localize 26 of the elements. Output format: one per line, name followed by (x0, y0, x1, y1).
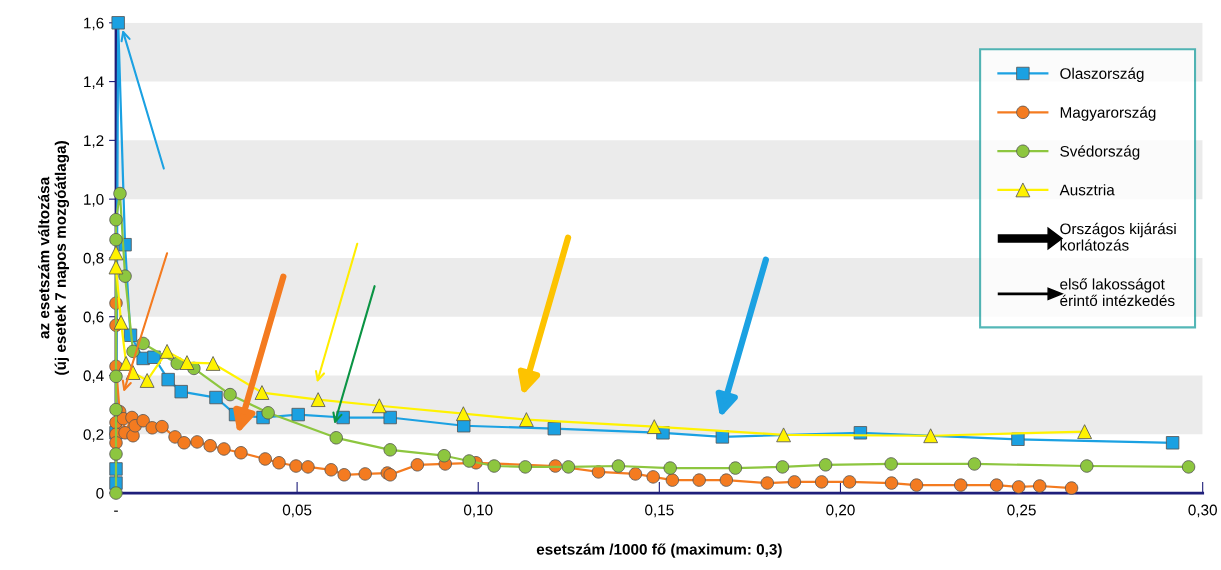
legend-label: Olaszország (1060, 67, 1144, 82)
y-tick-label: 0,2 (83, 429, 104, 442)
x-tick-label: 0,20 (826, 504, 855, 518)
legend-label: Svédország (1060, 145, 1140, 160)
point (646, 419, 662, 434)
y-axis-title: az esetszám változása (új esetek 7 napos mozgóátlaga) (38, 141, 70, 375)
x-tick-label: 0,10 (463, 504, 493, 518)
y-tick-label: 1,6 (84, 17, 104, 31)
y-tick-label: 1,0 (84, 194, 104, 207)
y-tick-label: 1,4 (84, 76, 104, 90)
x-tick-label: 0,25 (1007, 504, 1036, 518)
x-tick-label: 0,15 (645, 504, 674, 518)
legend-label: Magyarország (1060, 106, 1156, 121)
y-tick-label: 1,2 (84, 135, 104, 148)
x-tick-label: 0,05 (282, 504, 312, 518)
y-tick-label: 0,4 (83, 370, 104, 383)
x-tick-label: - (114, 510, 118, 512)
x-axis-title: esetszám /1000 fő (maximum: 0,3) (536, 543, 782, 558)
x-tick-label: 0,30 (1188, 504, 1217, 518)
point (310, 392, 326, 407)
y-tick-label: 0,8 (83, 252, 104, 266)
y-tick-label: 0,6 (83, 311, 104, 325)
annotation: első lakosságot érintő intézkedés (1060, 278, 1175, 307)
legend-label: Ausztria (1059, 184, 1115, 196)
annotation: Országos kijárási korlátozás (1060, 222, 1176, 251)
y-tick-label: 0 (96, 487, 104, 499)
